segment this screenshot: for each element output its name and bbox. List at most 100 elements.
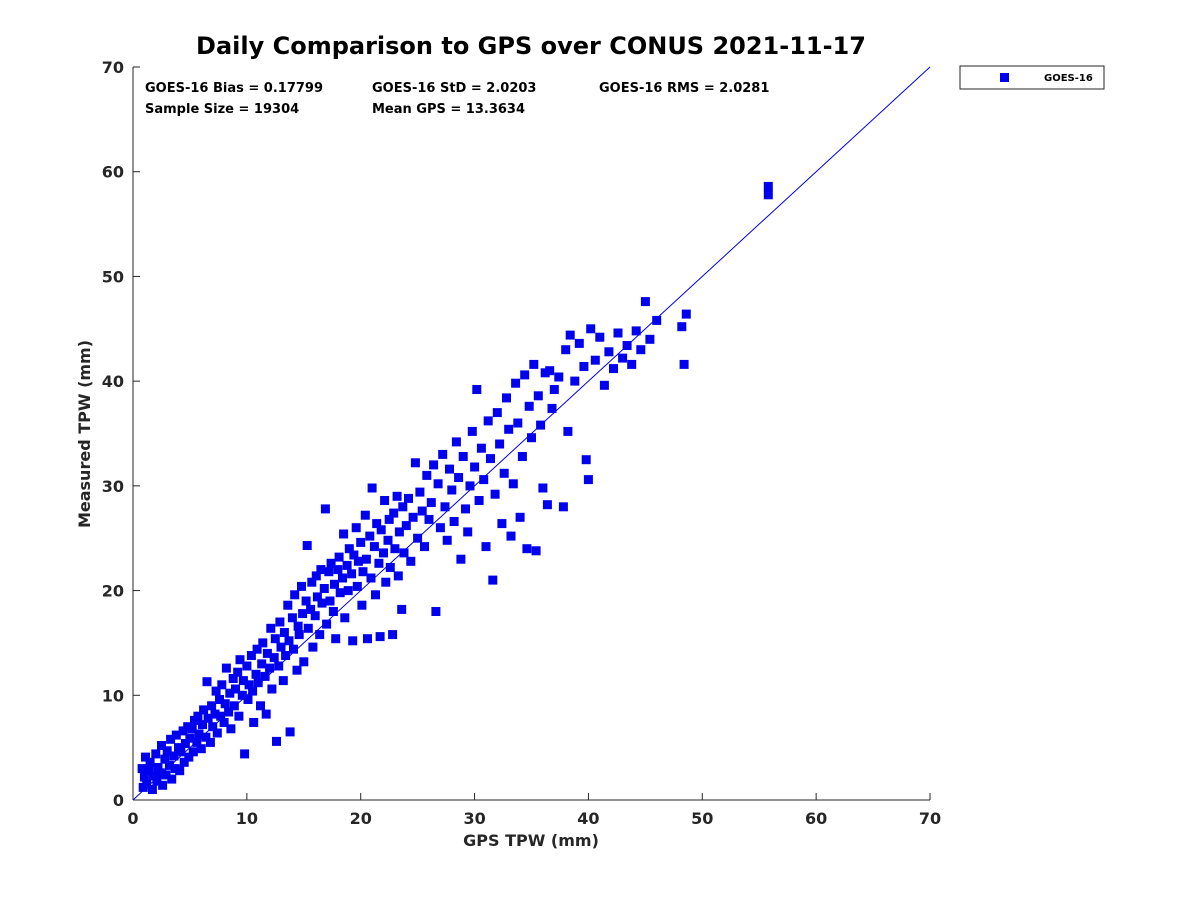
data-point [357,600,367,610]
data-point [269,653,279,663]
axis-ticks: 0 10 20 30 40 50 60 70 0 10 20 30 40 50 60 70 [102,58,941,828]
data-point [193,711,203,721]
data-point [287,613,297,623]
x-tick-label: 40 [577,809,599,828]
y-tick-label: 50 [102,267,124,286]
data-point [307,577,317,587]
data-point [408,512,418,522]
data-point [310,611,320,621]
data-point [160,754,170,764]
data-point [679,359,689,369]
data-point [435,523,445,533]
data-point [410,458,420,468]
data-point [344,544,354,554]
data-point [502,393,511,403]
data-point [220,699,230,709]
data-point [176,747,186,757]
data-point [166,734,176,744]
data-point [595,332,605,342]
data-point [301,596,311,606]
data-point [431,607,441,616]
data-point [476,443,486,453]
data-point [199,705,209,715]
data-point [161,770,171,780]
data-point [319,584,329,593]
data-point [272,736,281,746]
data-point [203,713,213,723]
data-point [399,548,409,558]
data-point [508,479,518,489]
data-point [522,544,532,554]
data-point [320,504,330,514]
data-point [763,181,773,191]
data-point [266,623,276,633]
data-point [465,481,475,491]
data-point [504,424,514,434]
data-point [216,711,226,721]
x-axis-label: GPS TPW (mm) [463,831,599,850]
data-point [579,362,589,371]
data-point [499,468,509,478]
data-point [565,330,575,340]
data-point [763,190,773,200]
chart-title: Daily Comparison to GPS over CONUS 2021-… [196,32,866,60]
y-tick-label: 20 [102,582,124,601]
data-point [367,483,377,493]
data-point [312,592,322,602]
data-point [201,732,211,742]
data-point [417,506,427,516]
data-point [527,433,536,443]
data-point [383,535,393,545]
data-point [155,768,165,778]
data-point [317,598,327,608]
data-point [192,737,202,747]
legend-marker-goes16 [1000,73,1009,82]
data-point [311,571,321,581]
stat-mean-gps: Mean GPS = 13.3634 [372,102,525,117]
data-point [422,470,432,480]
data-point [324,567,334,577]
data-point [260,671,270,681]
data-point [454,473,464,482]
y-tick-label: 30 [102,477,124,496]
data-point [360,510,370,520]
data-point [467,426,477,436]
data-point [262,648,272,658]
data-point [392,491,402,501]
data-point [353,556,363,566]
data-point [536,420,546,430]
data-point [219,718,229,727]
data-point [442,535,452,545]
data-point [205,737,215,747]
data-point [212,728,222,738]
stat-rms: GOES-16 RMS = 2.0281 [599,81,769,96]
data-point [338,573,347,583]
x-tick-label: 50 [691,809,713,828]
data-point [238,676,248,686]
data-point [461,504,470,514]
data-point [170,764,180,774]
data-point [294,630,304,640]
data-point [486,454,495,464]
data-point [398,502,408,512]
data-point [243,695,253,704]
legend-label-goes16: GOES-16 [1044,73,1093,84]
data-point [274,661,284,671]
data-point [349,550,359,560]
data-point [325,596,335,606]
data-point [147,785,157,794]
data-point [445,464,454,474]
stat-std: GOES-16 StD = 2.0203 [372,81,536,96]
data-point [677,322,687,332]
data-point [175,766,185,776]
data-point [604,347,614,357]
data-point [389,508,399,518]
data-point [207,701,217,711]
data-point [438,449,448,459]
data-point [449,517,459,526]
y-tick-label: 40 [102,372,124,391]
data-point [185,733,195,743]
data-point [198,720,207,730]
data-point [153,763,163,772]
